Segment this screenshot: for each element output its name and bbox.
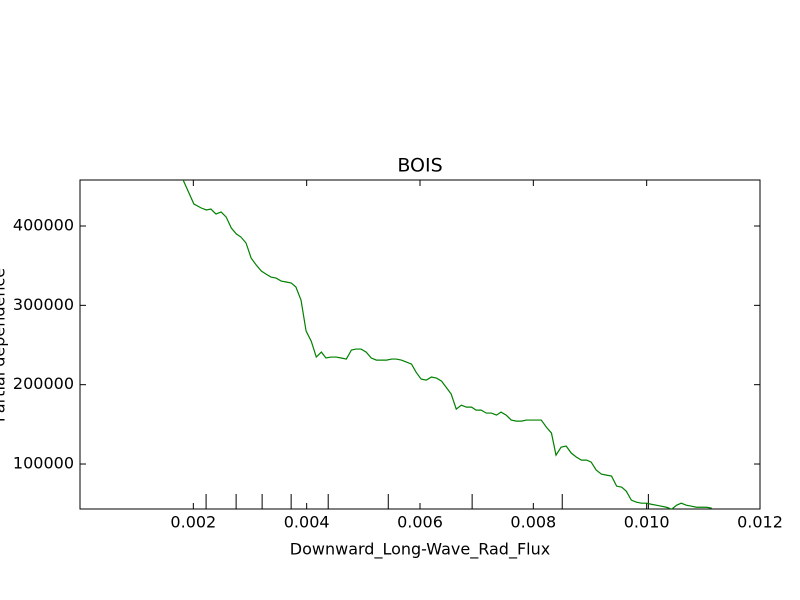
x-tick-label: 0.006 bbox=[397, 513, 443, 532]
y-tick-label: 300000 bbox=[13, 295, 74, 314]
x-tick-label: 0.012 bbox=[737, 513, 783, 532]
x-tick-label: 0.010 bbox=[624, 513, 670, 532]
x-tick-label: 0.004 bbox=[284, 513, 330, 532]
x-tick-label: 0.002 bbox=[170, 513, 216, 532]
data-line bbox=[182, 180, 712, 509]
x-tick-label: 0.008 bbox=[510, 513, 556, 532]
y-tick-label: 200000 bbox=[13, 374, 74, 393]
y-axis-label: Partial dependence bbox=[0, 268, 9, 422]
plot-frame bbox=[79, 179, 761, 510]
y-tick-label: 100000 bbox=[13, 454, 74, 473]
x-axis-label: Downward_Long-Wave_Rad_Flux bbox=[290, 540, 550, 560]
y-tick-label: 400000 bbox=[13, 216, 74, 235]
chart-title: BOIS bbox=[397, 155, 442, 177]
